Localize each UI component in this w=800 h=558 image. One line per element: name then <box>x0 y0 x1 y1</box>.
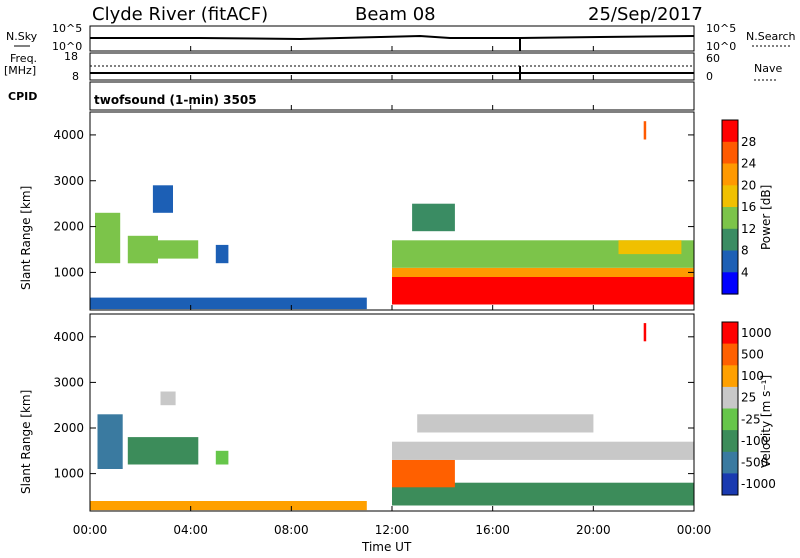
freq-unit: [MHz] <box>4 64 36 77</box>
velocity-colorbar-segment-0 <box>722 322 738 345</box>
power-ylabel: Slant Range [km] <box>19 186 33 290</box>
velocity-colorbar-segment-6 <box>722 451 738 474</box>
power-colorbar-tick-6: 28 <box>741 135 756 149</box>
power-echo-region-9 <box>412 203 455 232</box>
velocity-echo-region-1 <box>127 437 199 465</box>
power-colorbar-segment-1 <box>722 141 738 165</box>
station-title: Clyde River (fitACF) <box>92 4 268 25</box>
nsearch-tick-max: 10^5 <box>706 22 736 35</box>
velocity-ytick-label-1: 2000 <box>53 421 84 435</box>
power-colorbar-label: Power [dB] <box>759 185 773 250</box>
velocity-echo-region-9 <box>643 323 647 342</box>
cpid-text: twofsound (1-min) 3505 <box>94 93 257 107</box>
velocity-echo-region-0 <box>97 414 123 469</box>
velocity-echo-region-3 <box>215 450 229 465</box>
velocity-colorbar-tick-5: -100 <box>741 434 768 448</box>
velocity-colorbar-tick-6: -500 <box>741 456 768 470</box>
power-echo-region-4 <box>215 244 229 264</box>
velocity-ytick-label-3: 4000 <box>53 330 84 344</box>
velocity-colorbar-tick-3: 25 <box>741 391 756 405</box>
velocity-ylabel: Slant Range [km] <box>19 390 33 494</box>
nave-tick-min: 0 <box>706 70 713 83</box>
freq-label: Freq. <box>10 52 37 65</box>
power-ytick-label-0: 1000 <box>53 265 84 279</box>
velocity-ytick-label-0: 1000 <box>53 467 84 481</box>
power-echo-region-7 <box>392 267 694 277</box>
nsky-tick-max: 10^5 <box>52 22 82 35</box>
x-axis-label: Time UT <box>361 540 412 554</box>
date-title: 25/Sep/2017 <box>588 4 703 25</box>
xtick-label-6: 00:00 <box>677 523 712 537</box>
power-colorbar-segment-7 <box>722 272 738 295</box>
velocity-colorbar-segment-7 <box>722 473 738 496</box>
velocity-colorbar-tick-2: 100 <box>741 369 764 383</box>
power-echo-region-0 <box>95 212 121 264</box>
velocity-colorbar-tick-4: -25 <box>741 412 761 426</box>
velocity-panel: 1000 2000 3000 4000 Slant Range [km] <box>19 313 695 512</box>
power-echo-region-6 <box>392 277 694 305</box>
xtick-label-4: 16:00 <box>475 523 510 537</box>
nsky-tick-min: 10^0 <box>52 40 82 53</box>
nsky-trace <box>90 34 695 41</box>
velocity-colorbar: 1000 500 100 25 -25 -100 -500 -1000 <box>721 321 776 496</box>
velocity-colorbar-tick-7: -1000 <box>741 477 776 491</box>
velocity-colorbar-frame <box>721 321 739 496</box>
velocity-colorbar-tick-1: 500 <box>741 347 764 361</box>
power-colorbar-segment-3 <box>722 185 738 208</box>
velocity-echo-region-8 <box>417 414 594 433</box>
velocity-colorbar-label: Velocity [m s⁻¹] <box>759 375 773 468</box>
power-colorbar-tick-3: 16 <box>741 200 756 214</box>
power-echo-region-3 <box>152 185 173 213</box>
power-echo-region-10 <box>618 240 682 255</box>
velocity-echo-region-7 <box>392 441 694 460</box>
power-echo-region-5 <box>90 297 367 310</box>
power-echo-region-1 <box>127 235 158 264</box>
power-ytick-label-3: 4000 <box>53 128 84 142</box>
velocity-colorbar-segment-5 <box>722 430 738 453</box>
cpid-label: CPID <box>8 90 37 103</box>
velocity-colorbar-segment-3 <box>722 386 738 409</box>
velocity-colorbar-segment-4 <box>722 408 738 431</box>
velocity-echo-region-4 <box>90 501 367 511</box>
power-echo-region-2 <box>157 240 199 259</box>
velocity-colorbar-segment-2 <box>722 365 738 388</box>
xtick-label-5: 20:00 <box>576 523 611 537</box>
power-colorbar-tick-2: 12 <box>741 222 756 236</box>
nsearch-label: N.Search <box>746 30 796 43</box>
power-colorbar-segment-0 <box>722 120 738 143</box>
power-colorbar: 4 8 12 16 20 24 28 <box>721 119 756 295</box>
nave-tick-max: 60 <box>706 52 720 65</box>
power-ytick-label-2: 3000 <box>53 174 84 188</box>
velocity-colorbar-segment-1 <box>722 343 738 366</box>
power-colorbar-segment-5 <box>722 228 738 252</box>
power-colorbar-tick-1: 8 <box>741 244 749 258</box>
velocity-echo-region-2 <box>160 391 176 406</box>
beam-title: Beam 08 <box>355 4 436 25</box>
power-colorbar-segment-4 <box>722 207 738 230</box>
power-colorbar-frame <box>721 119 739 295</box>
velocity-colorbar-tick-0: 1000 <box>741 326 772 340</box>
power-colorbar-tick-0: 4 <box>741 265 749 279</box>
power-colorbar-segment-6 <box>722 250 738 273</box>
xtick-label-3: 12:00 <box>375 523 410 537</box>
power-panel: 1000 2000 3000 4000 Slant Range [km] <box>19 111 695 311</box>
power-colorbar-tick-4: 20 <box>741 178 756 192</box>
velocity-echo-region-5 <box>392 482 694 506</box>
power-ytick-label-1: 2000 <box>53 220 84 234</box>
power-colorbar-segment-2 <box>722 163 738 186</box>
nsearch-tick-min: 10^0 <box>706 40 736 53</box>
xtick-label-2: 08:00 <box>274 523 309 537</box>
xtick-label-0: 00:00 <box>73 523 108 537</box>
xtick-label-1: 04:00 <box>173 523 208 537</box>
power-colorbar-tick-5: 24 <box>741 157 756 171</box>
nave-label: Nave <box>754 62 782 75</box>
velocity-ytick-label-2: 3000 <box>53 375 84 389</box>
nsky-label: N.Sky <box>6 30 38 43</box>
power-echo-region-11 <box>643 121 647 140</box>
freq-tick-max: 18 <box>64 50 78 63</box>
freq-tick-min: 8 <box>72 70 79 83</box>
velocity-echo-region-6 <box>392 459 455 488</box>
